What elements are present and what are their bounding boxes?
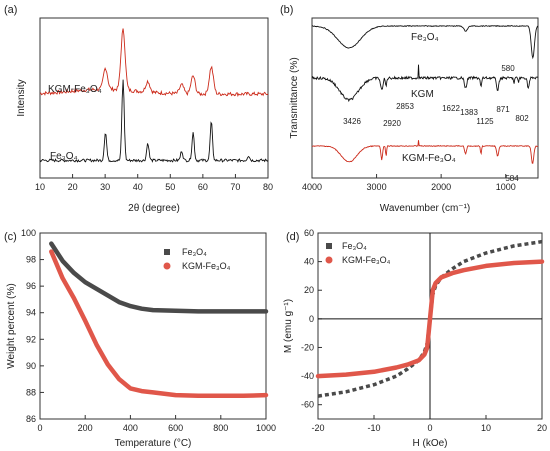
panel-b-xtick-label-2: 2000	[431, 182, 451, 192]
panel-d-xtick-label-4: 20	[537, 423, 547, 433]
panel-a-series-1-label: Fe₃O₄	[50, 151, 78, 162]
panel-c-ylabel: Weight percent (%)	[6, 283, 17, 368]
panel-b-band-kgm-1622: 1622	[442, 104, 460, 113]
panel-b-band-fe3o4-580: 580	[501, 64, 515, 73]
panel-c-legend-label-0: Fe₃O₄	[182, 247, 207, 257]
panel-d-ytick-label-0: -60	[301, 400, 314, 410]
panel-d-ytick-label-2: -20	[301, 342, 314, 352]
panel-b-plot-frame	[311, 17, 539, 179]
panel-a-label: (a)	[4, 4, 17, 16]
panel-b-band-kgm-1125: 1125	[476, 117, 494, 126]
panel-c-xtick-label-1: 200	[78, 423, 93, 433]
panel-a-xtick-label-2: 30	[100, 182, 110, 192]
panel-d-xtick-label-1: -10	[367, 423, 380, 433]
panel-b-xtick-label-3: 1000	[496, 182, 516, 192]
panel-d-legend-label-0: Fe₃O₄	[342, 241, 367, 251]
panel-a-xtick-label-5: 60	[198, 182, 208, 192]
panel-c-ytick-label-2: 90	[26, 361, 36, 371]
panel-d-xtick-label-2: 0	[427, 423, 432, 433]
panel-d-label: (d)	[286, 231, 299, 243]
panel-c-legend-marker-1	[163, 262, 171, 270]
panel-c-ytick-label-7: 100	[21, 228, 36, 238]
panel-b-label: (b)	[280, 4, 293, 16]
panel-b-series-0-line	[312, 24, 539, 60]
panel-b-band-kgm-2853: 2853	[396, 102, 414, 111]
panel-a-xtick-label-3: 40	[133, 182, 143, 192]
panel-d-legend-label-1: KGM-Fe₃O₄	[342, 255, 391, 265]
panel-b-band-kgm-1383: 1383	[460, 108, 478, 117]
panel-b-xlabel: Wavenumber (cm⁻¹)	[380, 203, 470, 214]
panel-c-legend-label-1: KGM-Fe₃O₄	[182, 261, 231, 271]
panel-b-band-kgm-871: 871	[496, 105, 510, 114]
panel-b-ylabel: Transmittance (%)	[289, 57, 300, 138]
panel-d-ytick-label-5: 40	[304, 257, 314, 267]
panel-d-ytick-label-4: 20	[304, 285, 314, 295]
panel-a-xlabel: 2θ (degree)	[128, 203, 180, 214]
panel-c-ytick-label-4: 94	[26, 308, 36, 318]
panel-a-xtick-label-4: 50	[165, 182, 175, 192]
panel-b-band-kgm-802: 802	[515, 114, 529, 123]
panel-c-label: (c)	[4, 231, 17, 243]
panel-b-band-kgm-2920: 2920	[383, 119, 401, 128]
panel-c-plot-frame	[39, 232, 267, 420]
panel-c-ytick-label-0: 86	[26, 414, 36, 424]
panel-c-series-1-line	[49, 249, 269, 399]
panel-c-xtick-label-3: 600	[168, 423, 183, 433]
panel-a-xtick-label-1: 20	[68, 182, 78, 192]
panel-c-ytick-label-6: 98	[26, 255, 36, 265]
panel-a-xtick-label-7: 80	[263, 182, 273, 192]
panel-d-ytick-label-1: -40	[301, 371, 314, 381]
panel-d-series-0-line	[317, 239, 543, 398]
panel-b-series-2-line	[311, 140, 539, 164]
panel-d-xtick-label-0: -20	[311, 423, 324, 433]
panel-c-ytick-label-3: 92	[26, 334, 36, 344]
panel-c-xtick-label-5: 1000	[256, 423, 276, 433]
panel-a-xtick-label-6: 70	[230, 182, 240, 192]
panel-b-band-kgm-3426: 3426	[343, 117, 361, 126]
panel-b-xtick-label-0: 4000	[302, 182, 322, 192]
panel-a-series-0-label: KGM-Fe₃O₄	[48, 84, 102, 95]
panel-c-xtick-label-0: 0	[37, 423, 42, 433]
panel-a-ylabel: Intensity	[16, 79, 27, 116]
panel-b-series-1-line	[311, 64, 539, 103]
panel-d-ylabel: M (emu g⁻¹)	[283, 299, 294, 353]
panel-d-ytick-label-3: 0	[309, 314, 314, 324]
panel-d-xtick-label-3: 10	[481, 423, 491, 433]
panel-c-ytick-label-1: 88	[26, 387, 36, 397]
panel-a-xtick-label-0: 10	[35, 182, 45, 192]
panel-b-band-kgmfe3o4-584: 584	[505, 174, 519, 183]
panel-b-series-1-label: KGM	[411, 89, 434, 100]
panel-c-ytick-label-5: 96	[26, 281, 36, 291]
panel-c-legend-marker-0	[164, 249, 170, 255]
panel-c-xlabel: Temperature (°C)	[115, 438, 192, 449]
panel-c-xtick-label-2: 400	[123, 423, 138, 433]
panel-c-xtick-label-4: 800	[213, 423, 228, 433]
panel-d-legend-marker-0	[326, 243, 332, 249]
panel-d-series-1-line	[315, 259, 545, 379]
panel-a-series-0-line	[39, 28, 269, 98]
panel-b-xtick-label-1: 3000	[367, 182, 387, 192]
panel-a-plot-frame	[39, 17, 269, 179]
panel-d-legend-marker-1	[325, 256, 333, 264]
panel-b-series-0-label: Fe₃O₄	[411, 32, 439, 43]
panel-d-ytick-label-6: 60	[304, 228, 314, 238]
panel-c-series-0-line	[49, 241, 269, 314]
panel-a-series-1-line	[39, 79, 269, 163]
panel-b-series-2-label: KGM-Fe₃O₄	[402, 153, 456, 164]
panel-d-xlabel: H (kOe)	[413, 438, 448, 449]
